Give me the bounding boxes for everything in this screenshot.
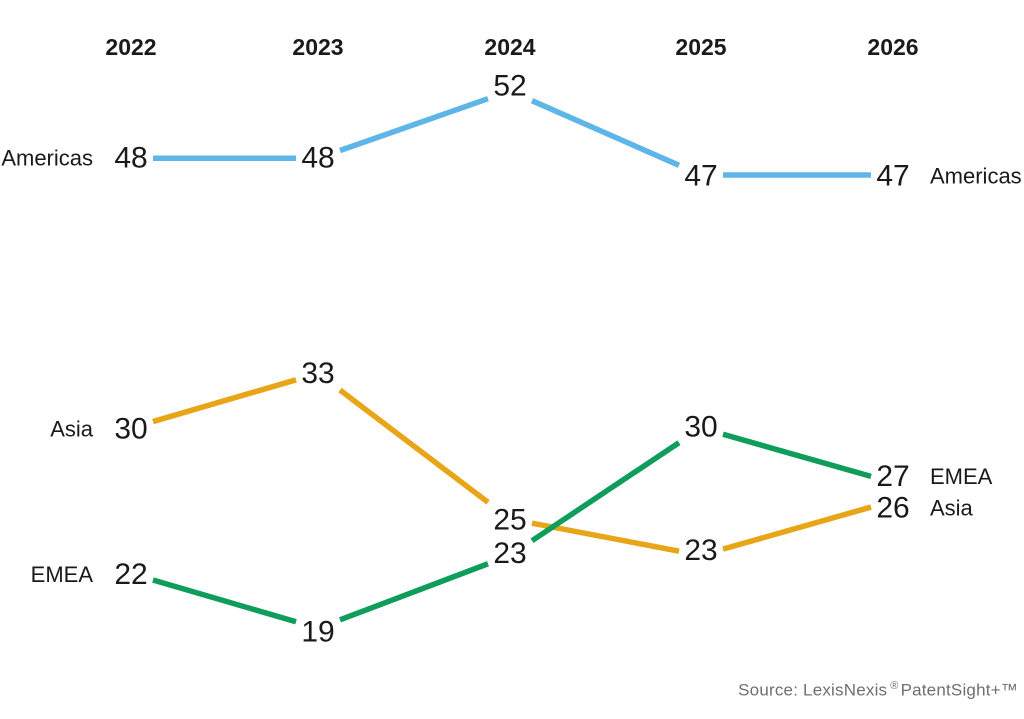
source-text: Source: LexisNexis [738,681,888,700]
value-label-americas: 48 [301,142,334,175]
series-segment-americas [339,96,489,154]
series-segment-emea [152,577,297,625]
value-label-asia: 25 [493,504,526,537]
series-segment-asia [338,387,490,505]
value-label-americas: 47 [876,160,909,193]
series-label-left-asia: Asia [50,417,94,442]
series-label-right-americas: Americas [930,164,1022,189]
year-label: 2024 [484,34,535,60]
value-label-emea: 22 [114,558,147,591]
series-segment-americas [530,98,681,168]
series-label-left-americas: Americas [1,146,93,171]
series-label-left-emea: EMEA [31,562,94,587]
value-label-emea: 27 [876,460,909,493]
series-segment-asia [722,504,872,552]
value-label-americas: 47 [684,160,717,193]
series-segment-emea [722,431,872,479]
series-label-right-asia: Asia [930,495,974,520]
series-segment-asia [531,520,680,554]
value-label-emea: 19 [301,616,334,649]
value-label-asia: 33 [301,357,334,390]
source-attribution: Source: LexisNexis ® PatentSight+™ [738,680,1018,701]
value-label-americas: 48 [114,142,147,175]
year-label: 2025 [675,34,726,60]
value-label-americas: 52 [493,70,526,103]
value-label-asia: 30 [114,413,147,446]
year-label: 2022 [105,34,156,60]
series-segment-emea [339,561,489,623]
value-label-emea: 23 [493,537,526,570]
year-label: 2023 [292,34,343,60]
year-label: 2026 [867,34,918,60]
value-label-asia: 23 [684,534,717,567]
series-segment-asia [152,377,297,425]
registered-mark-icon: ® [890,680,899,693]
value-label-emea: 30 [684,411,717,444]
series-label-right-emea: EMEA [930,464,993,489]
value-label-asia: 26 [876,491,909,524]
series-segment-emea [530,440,681,544]
source-product: PatentSight+™ [900,681,1018,700]
